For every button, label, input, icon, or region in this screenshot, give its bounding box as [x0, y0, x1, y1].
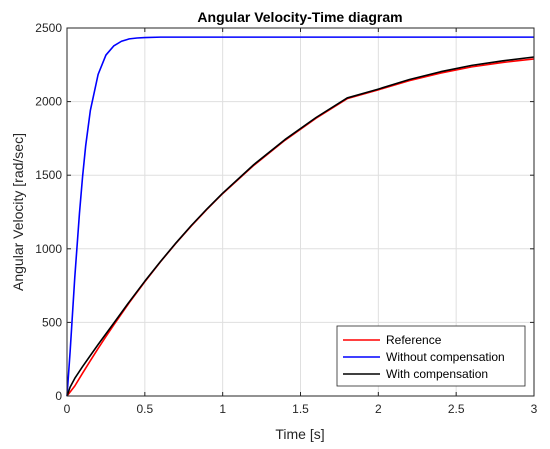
y-tick-label: 2500 — [35, 21, 62, 35]
series-lines — [66, 36, 535, 397]
x-tick-label: 2.5 — [448, 402, 465, 416]
y-tick-label: 0 — [55, 389, 62, 403]
x-tick-label: 1.5 — [292, 402, 309, 416]
x-tick-label: 2 — [375, 402, 382, 416]
legend: Reference Without compensation With compen… — [336, 325, 526, 387]
series-line-without-compensation — [66, 36, 534, 397]
y-tick-label: 1000 — [35, 242, 62, 256]
y-tick-label: 1500 — [35, 168, 62, 182]
y-tick-label: 2000 — [35, 95, 62, 109]
axis-ticks: 0 0.5 1 1.5 2 2.5 3 0 500 1000 1500 2000 2500 — [35, 21, 537, 416]
legend-label-with-compensation: With compensation — [386, 367, 488, 381]
legend-label-reference: Reference — [386, 333, 442, 347]
x-tick-label: 0.5 — [136, 402, 153, 416]
chart-title: Angular Velocity-Time diagram — [197, 9, 402, 25]
x-tick-label: 0 — [64, 402, 71, 416]
x-tick-label: 1 — [219, 402, 226, 416]
series-line-with-compensation — [66, 56, 535, 397]
legend-box — [336, 325, 526, 387]
x-tick-label: 3 — [531, 402, 538, 416]
x-axis-label: Time [s] — [275, 426, 324, 442]
y-tick-label: 500 — [42, 315, 62, 329]
legend-label-without-compensation: Without compensation — [386, 350, 505, 364]
y-axis-label: Angular Velocity [rad/sec] — [10, 133, 26, 291]
